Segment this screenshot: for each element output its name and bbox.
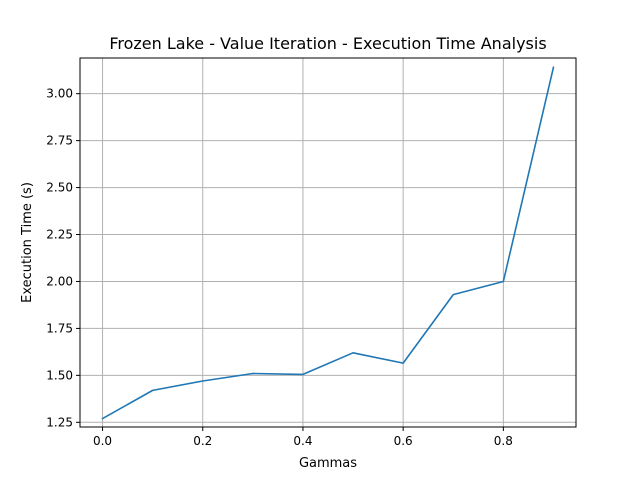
data-point: [451, 292, 456, 297]
y-tick-label: 2.25: [46, 228, 73, 242]
y-axis-label: Execution Time (s): [20, 182, 35, 303]
x-tick-label: 0.0: [93, 434, 112, 448]
data-point: [200, 378, 205, 383]
y-tick-label: 1.50: [46, 368, 73, 382]
data-point: [401, 361, 406, 366]
data-point: [100, 416, 105, 421]
x-tick-label: 0.6: [394, 434, 413, 448]
y-tick-label: 1.25: [46, 415, 73, 429]
x-tick-label: 0.4: [293, 434, 312, 448]
data-point: [501, 279, 506, 284]
grid: [80, 58, 576, 427]
y-tick-label: 2.75: [46, 134, 73, 148]
y-tick-label: 2.00: [46, 274, 73, 288]
chart-title: Frozen Lake - Value Iteration - Executio…: [109, 34, 546, 53]
y-tick-label: 3.00: [46, 87, 73, 101]
plot-frame: [79, 57, 577, 428]
series-line: [101, 66, 555, 420]
data-point: [351, 350, 356, 355]
x-tick-label: 0.8: [494, 434, 513, 448]
data-point: [300, 372, 305, 377]
data-point: [551, 65, 556, 70]
data-point: [250, 371, 255, 376]
y-tick-label: 2.50: [46, 181, 73, 195]
data-point: [150, 388, 155, 393]
x-tick-label: 0.2: [193, 434, 212, 448]
x-axis-label: Gammas: [299, 456, 357, 471]
series-layer: [100, 65, 556, 421]
ticks: 0.0 0.2 0.4 0.6 0.8 1.25 1.50 1.75 2.00 2.25 2.50 2…: [46, 87, 513, 448]
y-tick-label: 1.75: [46, 321, 73, 335]
